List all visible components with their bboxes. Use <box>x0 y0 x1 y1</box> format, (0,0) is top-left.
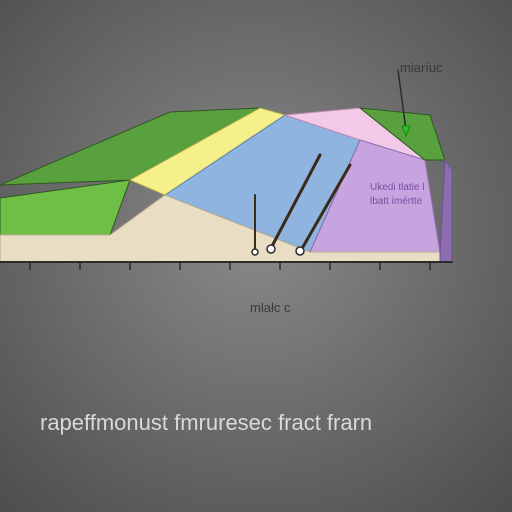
marker-dot-1 <box>267 245 275 253</box>
marker-dot-3 <box>252 249 258 255</box>
diagram-title: rapeffmonust fmruresec fract frarn <box>40 410 372 436</box>
marker-dot-2 <box>296 247 304 255</box>
label-side-1: Ukedi tlatie l <box>370 182 424 193</box>
label-side-2: lbatt imértte <box>370 196 422 207</box>
diagram-canvas: miaríuc Ukedi tlatie l lbatt imértte mlałc … <box>0 0 512 512</box>
label-axis: mlałc c <box>250 300 290 315</box>
label-top-right: miaríuc <box>400 60 443 75</box>
region-front-left-grass <box>0 180 130 235</box>
region-side-face-shadow <box>440 160 452 262</box>
